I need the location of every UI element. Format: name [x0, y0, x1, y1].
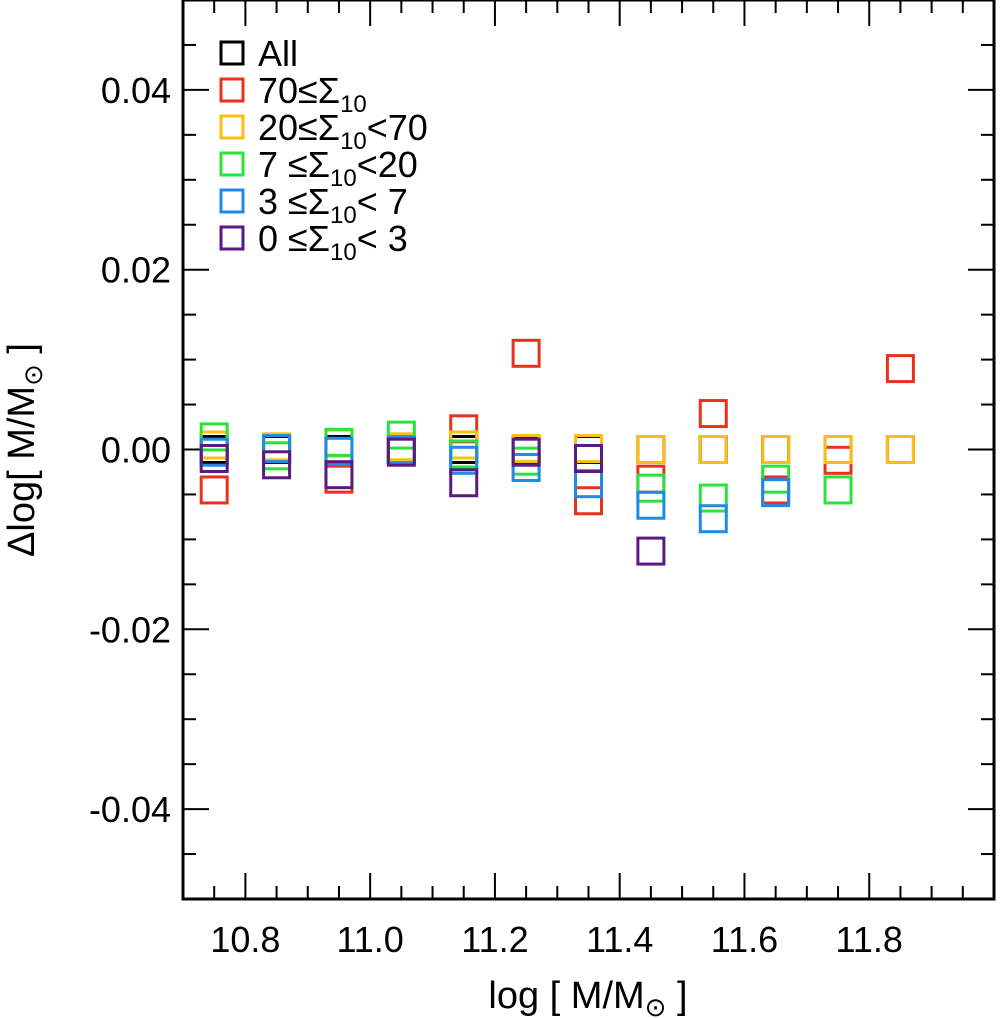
tick-labels: 10.8 11.0 11.2 11.4 11.6 11.8 -0.04 -0.02 0.00 0.… — [89, 70, 903, 960]
legend-label: 3 ≤Σ10< 7 — [258, 181, 408, 229]
data-point-series-1 — [636, 464, 666, 494]
y-tick-label: 0.02 — [101, 250, 171, 291]
data-point-series-5 — [636, 536, 666, 566]
axis-label-subscript: ⊙ — [18, 364, 48, 386]
legend-marker — [219, 225, 245, 251]
axis-label-subscript: ⊙ — [645, 992, 667, 1018]
legend-label-part: 0 ≤Σ — [258, 218, 330, 259]
data-point-series-4 — [574, 469, 603, 499]
data-point-series-0 — [324, 435, 354, 464]
data-point-series-0 — [636, 435, 666, 464]
data-point-series-3 — [386, 420, 416, 450]
data-point-series-2 — [324, 428, 354, 458]
data-point-series-3 — [698, 483, 728, 513]
data-point-series-4 — [636, 490, 666, 520]
legend-label-subscript: 10 — [340, 91, 367, 118]
legend-label: 7 ≤Σ10<20 — [258, 144, 418, 192]
data-point-series-3 — [823, 475, 853, 505]
y-tick-label: -0.02 — [89, 609, 171, 650]
legend-label-part: <20 — [357, 144, 418, 185]
axis-ticks — [182, 0, 995, 900]
data-point-series-0 — [885, 435, 915, 464]
legend-marker — [219, 151, 245, 177]
legend-label-part: 7 ≤Σ — [258, 144, 330, 185]
data-point-series-4 — [449, 445, 479, 475]
legend-marker — [219, 114, 245, 140]
legend-label-subscript: 10 — [340, 128, 367, 155]
y-tick-label: -0.04 — [89, 789, 171, 830]
data-point-series-4 — [698, 504, 728, 534]
y-tick-label: 0.04 — [101, 70, 171, 111]
axis-label-part: ] — [1, 343, 43, 364]
data-point-series-2 — [761, 435, 791, 464]
data-point-series-5 — [386, 437, 416, 467]
data-point-series-4 — [324, 436, 354, 466]
data-point-series-2 — [574, 434, 603, 464]
data-point-series-3 — [262, 441, 292, 471]
data-point-series-2 — [698, 435, 728, 464]
x-tick-label: 11.2 — [461, 919, 528, 960]
legend-label-part: All — [258, 33, 298, 74]
legend-label-part: <70 — [367, 107, 428, 148]
data-point-series-2 — [823, 435, 853, 464]
legend-label-subscript: 10 — [330, 165, 357, 192]
legend-label: 70≤Σ10 — [258, 70, 367, 118]
axis-label-part: ] — [666, 975, 687, 1017]
legend-label-subscript: 10 — [330, 239, 357, 266]
data-point-series-3 — [324, 427, 354, 457]
data-point-series-5 — [511, 437, 541, 467]
legend-marker — [219, 40, 245, 66]
x-tick-label: 10.8 — [210, 919, 280, 960]
legend-label-subscript: 10 — [330, 202, 357, 229]
y-axis-label: Δlog[ M/M⊙ ] — [1, 343, 48, 557]
x-axis-label: log [ M/M⊙ ] — [488, 975, 687, 1018]
data-points — [199, 338, 915, 566]
data-point-series-5 — [199, 443, 229, 473]
data-point-series-5 — [574, 443, 603, 473]
data-point-series-5 — [262, 450, 292, 480]
legend-label-part: < 3 — [357, 218, 408, 259]
data-point-series-1 — [885, 354, 915, 384]
data-point-series-4 — [761, 478, 791, 508]
data-point-series-1 — [698, 399, 728, 429]
data-point-series-4 — [511, 452, 541, 482]
data-point-series-3 — [636, 473, 666, 503]
data-point-series-4 — [262, 434, 292, 464]
data-point-series-3 — [199, 422, 229, 452]
legend-marker — [219, 77, 245, 103]
legend-marker — [219, 188, 245, 214]
legend-label: All — [258, 33, 298, 74]
y-tick-label: 0.00 — [101, 430, 171, 471]
legend-label-part: 70≤Σ — [258, 70, 340, 111]
data-point-series-0 — [574, 435, 603, 464]
data-point-series-2 — [636, 435, 666, 464]
data-point-series-3 — [574, 443, 603, 473]
data-point-series-1 — [574, 486, 603, 516]
legend-label-part: 3 ≤Σ — [258, 181, 330, 222]
data-point-series-1 — [262, 433, 292, 463]
axis-label-part: Δlog[ M/M — [1, 386, 43, 557]
x-tick-label: 11.0 — [336, 919, 403, 960]
data-point-series-0 — [698, 435, 728, 464]
legend-label: 0 ≤Σ10< 3 — [258, 218, 408, 266]
data-point-series-0 — [761, 435, 791, 464]
legend-label: 20≤Σ10<70 — [258, 107, 428, 155]
data-point-series-2 — [885, 435, 915, 464]
data-point-series-1 — [199, 475, 229, 505]
data-point-series-1 — [823, 445, 853, 475]
data-point-series-5 — [449, 468, 479, 498]
x-tick-label: 11.6 — [711, 919, 778, 960]
data-point-series-5 — [324, 460, 354, 490]
axis-label-part: log [ M/M — [488, 975, 644, 1017]
data-point-series-1 — [511, 338, 541, 368]
x-tick-label: 11.8 — [836, 919, 903, 960]
x-tick-label: 11.4 — [586, 919, 653, 960]
legend-label-part: < 7 — [357, 181, 408, 222]
legend-label-part: 20≤Σ — [258, 107, 340, 148]
data-point-series-0 — [823, 435, 853, 464]
